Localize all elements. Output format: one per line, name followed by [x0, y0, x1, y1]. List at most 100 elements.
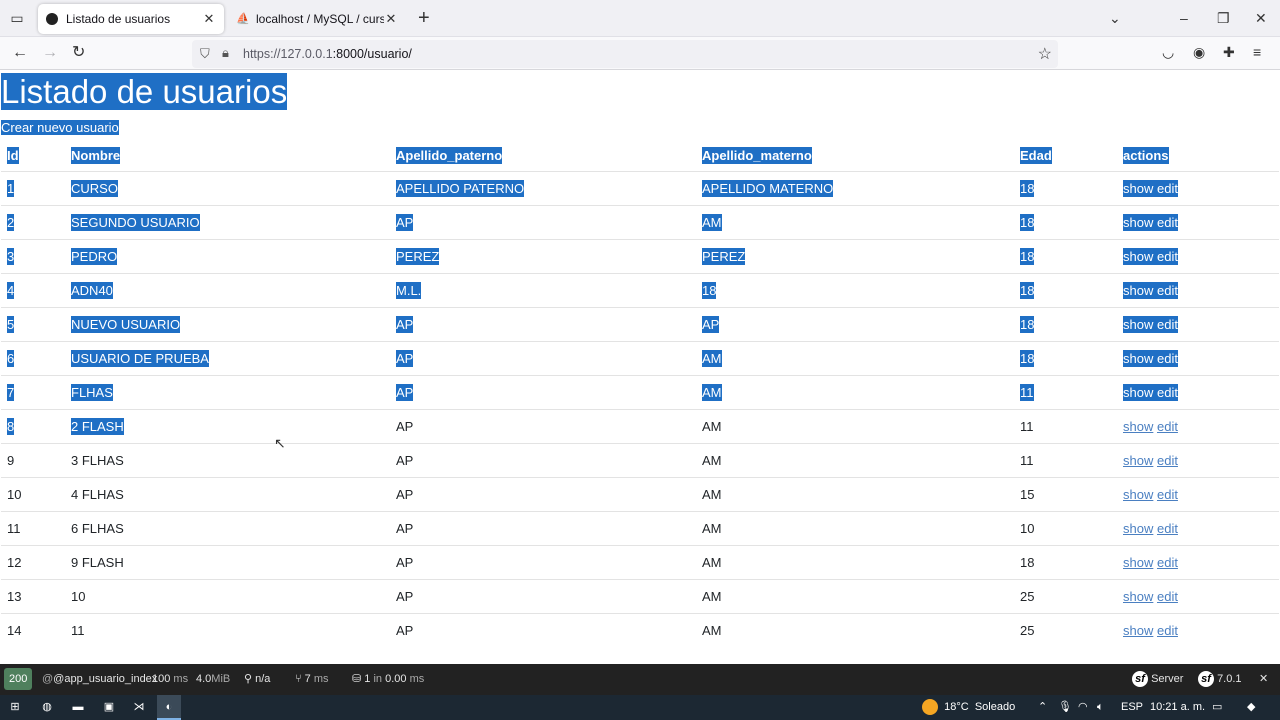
show-link[interactable]: show: [1123, 248, 1154, 264]
firefox-icon[interactable]: ◐: [157, 695, 181, 720]
table-row: 12 9 FLASH AP AM 18 show edit: [1, 544, 1279, 579]
create-user-link[interactable]: Crear nuevo usuario: [1, 120, 119, 136]
security-user[interactable]: ⚲ n/a: [244, 664, 270, 695]
url-bar[interactable]: ⛉ 🔒︎ https://127.0.0.1:8000/usuario/ ☆: [192, 40, 1058, 68]
pocket-icon[interactable]: ◡: [1162, 44, 1175, 60]
cell-edad-text: 10: [1020, 520, 1035, 536]
table-row: 3 PEDRO PEREZ PEREZ 18 show edit: [1, 238, 1279, 273]
show-link[interactable]: show: [1123, 622, 1154, 638]
show-link[interactable]: show: [1123, 554, 1154, 570]
route-text: @app_usuario_index: [53, 673, 158, 685]
cell-id: 10: [1, 476, 65, 511]
navigation-bar: ← → ↻ ⛉ 🔒︎ https://127.0.0.1:8000/usuari…: [0, 37, 1280, 70]
language-indicator[interactable]: ESP: [1121, 701, 1144, 713]
microphone-icon[interactable]: 🎙︎: [1058, 701, 1072, 713]
chevron-up-icon[interactable]: ⌃: [1038, 701, 1048, 713]
minimize-icon[interactable]: –: [1180, 10, 1188, 26]
server-info[interactable]: sf Server: [1132, 664, 1183, 695]
show-link[interactable]: show: [1123, 486, 1154, 502]
account-icon[interactable]: ◉: [1193, 44, 1206, 60]
edit-link[interactable]: edit: [1156, 282, 1178, 298]
status-badge[interactable]: 200: [4, 664, 33, 695]
close-tab-icon[interactable]: ✕: [385, 11, 397, 26]
edit-link[interactable]: edit: [1156, 214, 1178, 230]
cell-id: 14: [1, 612, 65, 647]
cell-nombre: USUARIO DE PRUEBA: [65, 340, 390, 375]
symfony-version[interactable]: sf 7.0.1: [1198, 664, 1242, 695]
cell-apellido-materno-text: AP: [702, 315, 720, 333]
cell-apellido-paterno-text: AP: [396, 418, 414, 434]
edit-link[interactable]: edit: [1156, 622, 1178, 638]
bookmark-star-icon[interactable]: ☆: [1037, 46, 1052, 63]
new-tab-icon[interactable]: +: [418, 7, 430, 29]
close-toolbar-icon[interactable]: ✕: [1259, 673, 1269, 685]
memory-usage[interactable]: 4.0MiB: [196, 664, 230, 695]
show-link[interactable]: show: [1123, 384, 1154, 400]
volume-icon[interactable]: 🔈︎: [1097, 701, 1104, 713]
show-link[interactable]: show: [1123, 588, 1154, 604]
table-row: 13 10 AP AM 25 show edit: [1, 578, 1279, 613]
show-link[interactable]: show: [1123, 350, 1154, 366]
edit-link[interactable]: edit: [1156, 316, 1178, 332]
notifications-icon[interactable]: ▭: [1212, 701, 1223, 713]
lock-icon[interactable]: 🔒︎: [222, 45, 229, 60]
route-name[interactable]: @@app_usuario_index: [42, 673, 158, 685]
edit-link[interactable]: edit: [1156, 486, 1178, 502]
table-row: 6 USUARIO DE PRUEBA AP AM 18 show edit: [1, 340, 1279, 375]
show-link[interactable]: show: [1123, 180, 1154, 196]
chrome-icon[interactable]: ◍: [42, 701, 52, 713]
chevron-down-icon[interactable]: ⌄: [1109, 10, 1121, 26]
column-header-label: actions: [1123, 146, 1169, 164]
extensions-icon[interactable]: ✚: [1223, 44, 1235, 60]
cell-nombre: SEGUNDO USUARIO: [65, 204, 390, 239]
close-window-icon[interactable]: ✕: [1255, 10, 1267, 26]
show-link[interactable]: show: [1123, 316, 1154, 332]
edit-link[interactable]: edit: [1156, 554, 1178, 570]
windows-start-icon[interactable]: ⊞: [10, 701, 20, 713]
copilot-icon[interactable]: ◆: [1247, 701, 1256, 713]
reload-icon[interactable]: ↻: [72, 44, 86, 61]
request-time[interactable]: 100 ms: [152, 664, 188, 695]
edit-link[interactable]: edit: [1156, 520, 1178, 536]
cell-nombre-text: 9 FLASH: [71, 554, 124, 570]
show-link[interactable]: show: [1123, 452, 1154, 468]
edit-link[interactable]: edit: [1156, 248, 1178, 264]
edit-link[interactable]: edit: [1156, 452, 1178, 468]
edit-link[interactable]: edit: [1156, 418, 1178, 434]
show-link[interactable]: show: [1123, 282, 1154, 298]
edit-link[interactable]: edit: [1156, 384, 1178, 400]
app-icon[interactable]: ▣: [103, 701, 115, 713]
show-link[interactable]: show: [1123, 520, 1154, 536]
menu-icon[interactable]: ≡: [1253, 44, 1262, 60]
shield-icon[interactable]: ⛉: [200, 46, 210, 61]
show-link[interactable]: show: [1123, 214, 1154, 230]
cell-id-text: 6: [7, 349, 15, 367]
file-explorer-icon[interactable]: ▬: [72, 701, 84, 713]
cell-apellido-materno: APELLIDO MATERNO: [696, 170, 1014, 205]
show-link[interactable]: show: [1123, 418, 1154, 434]
restore-icon[interactable]: ❐: [1217, 10, 1230, 26]
weather-widget[interactable]: 18°C Soleado: [922, 695, 1015, 720]
forward-icon[interactable]: →: [42, 44, 58, 61]
edit-link[interactable]: edit: [1156, 350, 1178, 366]
tab-phpmyadmin[interactable]: ⛵ localhost / MySQL / curso / usu ✕: [228, 4, 406, 34]
vscode-icon[interactable]: ⋊: [133, 701, 145, 713]
column-header-apellido-materno: Apellido_materno: [696, 140, 1014, 171]
cell-apellido-paterno: PEREZ: [390, 238, 696, 273]
cell-apellido-paterno-text: AP: [396, 520, 414, 536]
events-time[interactable]: ⑂ 7 ms: [295, 664, 329, 695]
close-tab-icon[interactable]: ✕: [203, 11, 215, 26]
user-text: n/a: [255, 673, 271, 685]
tab-listado-usuarios[interactable]: Listado de usuarios ✕: [38, 4, 224, 34]
cell-nombre-text: FLHAS: [71, 383, 113, 401]
url-text[interactable]: https://127.0.0.1:8000/usuario/: [243, 47, 412, 61]
clock[interactable]: 10:21 a. m.: [1150, 701, 1206, 713]
edit-link[interactable]: edit: [1156, 180, 1178, 196]
users-table: Id Nombre Apellido_paterno Apellido_mate…: [1, 140, 1279, 647]
back-icon[interactable]: ←: [12, 44, 28, 61]
edit-link[interactable]: edit: [1156, 588, 1178, 604]
tab-list-icon[interactable]: ▭: [10, 10, 24, 26]
database-queries[interactable]: ⛁ 1 in 0.00 ms: [352, 664, 424, 695]
wifi-icon[interactable]: ◠: [1078, 701, 1088, 713]
create-user-link-text[interactable]: Crear nuevo usuario: [1, 120, 119, 135]
